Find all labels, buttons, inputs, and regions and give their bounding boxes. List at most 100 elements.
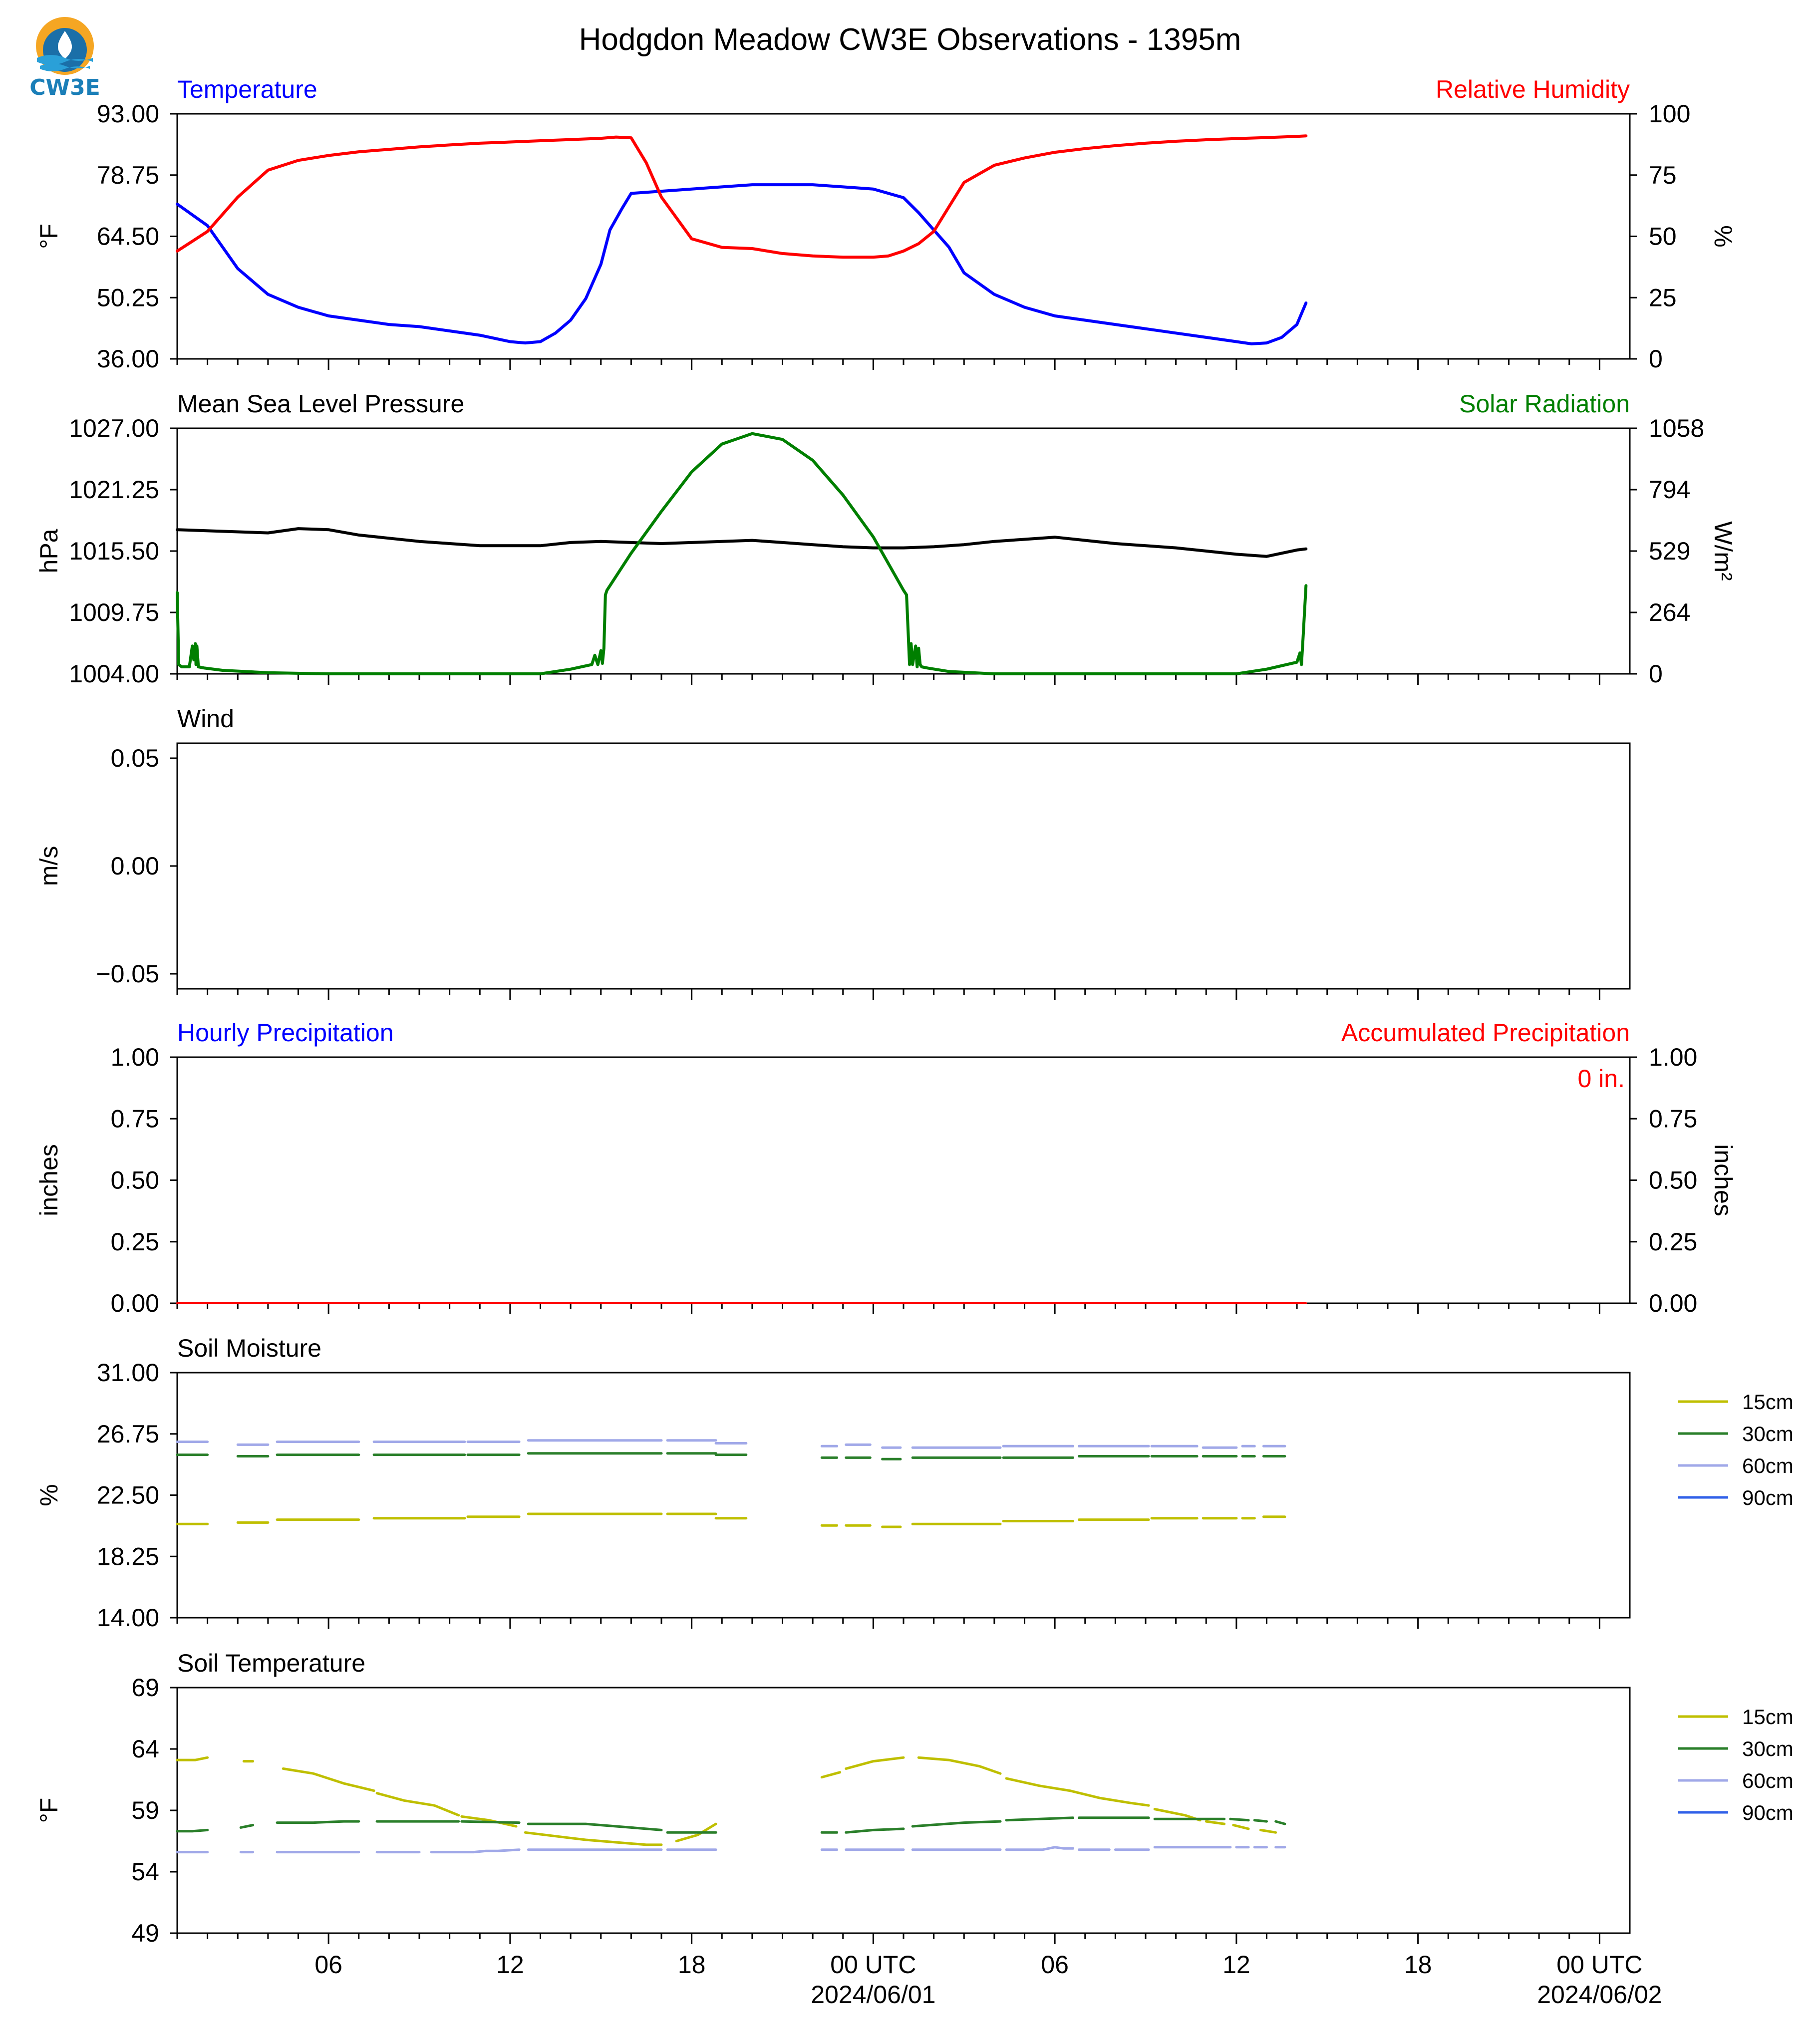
logo-text: CW3E — [29, 75, 100, 100]
y-tick-label-left: 93.00 — [97, 100, 159, 128]
cw3e-logo: CW3E — [29, 17, 100, 100]
soil-temp-line-15cm — [176, 1756, 209, 1761]
y-tick-label-right: 50 — [1649, 223, 1677, 251]
y-tick-label-right: 1.00 — [1649, 1043, 1697, 1071]
y-tick-label-right: 25 — [1649, 284, 1677, 311]
y-tick-label-left: 18.25 — [97, 1542, 159, 1570]
y-tick-label-right: 0.75 — [1649, 1105, 1697, 1133]
y-axis-label-left: m/s — [35, 846, 63, 886]
y-tick-label-left: 0.75 — [111, 1105, 159, 1133]
x-date-label: 2024/06/01 — [811, 1981, 935, 2009]
soil-temp-line-30cm — [239, 1824, 255, 1829]
legend: 15cm 30cm 60cm 90cm — [1678, 1390, 1794, 1509]
y-tick-label-right: 0 — [1649, 345, 1663, 373]
y-tick-label-right: 0.00 — [1649, 1289, 1697, 1317]
panel-title-left: Wind — [177, 705, 234, 733]
y-axis-label-left: inches — [35, 1144, 63, 1216]
soil-temp-line-15cm — [460, 1815, 518, 1828]
soil-temp-line-15cm — [1005, 1777, 1150, 1807]
y-tick-label-left: 1.00 — [111, 1043, 159, 1071]
legend-label-60cm: 60cm — [1742, 1769, 1794, 1792]
y-tick-label-left: 59 — [131, 1796, 159, 1824]
y-axis-label-right: W/m² — [1709, 521, 1737, 580]
soil-temp-line-30cm — [1005, 1816, 1074, 1822]
y-tick-label-left: 0.00 — [111, 1289, 159, 1317]
legend-label-60cm: 60cm — [1742, 1454, 1794, 1477]
y-tick-label-left: 54 — [131, 1858, 159, 1886]
panel-title-right: Accumulated Precipitation — [1341, 1019, 1630, 1047]
soil-temp-line-30cm — [460, 1820, 521, 1824]
y-tick-label-right: 264 — [1649, 598, 1690, 626]
panel-title-left: Soil Moisture — [177, 1334, 321, 1362]
accumulated-total-label: 0 in. — [1577, 1065, 1625, 1093]
soil-temp-line-15cm — [1232, 1824, 1250, 1830]
y-axis-label-right: inches — [1709, 1144, 1737, 1216]
x-tick-label: 18 — [1404, 1951, 1432, 1979]
soil-temp-line-15cm — [1205, 1820, 1226, 1825]
y-axis-label-left: °F — [35, 1798, 63, 1823]
soil-temp-line-30cm — [176, 1828, 209, 1833]
legend-label-15cm: 15cm — [1742, 1390, 1794, 1414]
y-tick-label-left: 1004.00 — [69, 660, 159, 688]
legend-label-30cm: 30cm — [1742, 1422, 1794, 1446]
soil-temp-line-30cm — [845, 1827, 905, 1834]
y-tick-label-left: 64 — [131, 1735, 159, 1763]
y-tick-label-left: 49 — [131, 1919, 159, 1947]
panel-title-left: Temperature — [177, 75, 317, 103]
series-line-temperature — [176, 183, 1308, 345]
y-tick-label-left: 50.25 — [97, 284, 159, 311]
soil-temp-line-15cm — [845, 1756, 905, 1770]
y-tick-label-left: 0.50 — [111, 1166, 159, 1194]
soil-temp-line-15cm — [375, 1792, 460, 1817]
y-tick-label-left: 0.25 — [111, 1228, 159, 1256]
series-line-mean-sea-level-pressure — [176, 527, 1308, 558]
soil-temp-line-30cm — [1274, 1820, 1286, 1825]
legend-label-90cm: 90cm — [1742, 1486, 1794, 1509]
panel-0: 93.00 78.75 64.50 50.25 36.00 100 75 50 25 0 Tempe… — [35, 75, 1737, 373]
y-tick-label-left: 36.00 — [97, 345, 159, 373]
y-tick-label-left: 1021.25 — [69, 476, 159, 504]
x-tick-label: 12 — [496, 1951, 524, 1979]
series-line-relative-humidity — [176, 134, 1308, 259]
y-tick-label-left: 31.00 — [97, 1359, 159, 1387]
y-tick-label-left: −0.05 — [96, 960, 159, 988]
y-tick-label-left: 1009.75 — [69, 598, 159, 626]
panel-1: 1027.00 1021.25 1015.50 1009.75 1004.00 1058 7… — [35, 390, 1737, 688]
soil-temp-line-15cm — [675, 1822, 717, 1842]
y-tick-label-right: 0 — [1649, 660, 1663, 688]
y-tick-label-right: 0.25 — [1649, 1228, 1697, 1256]
soil-temp-line-15cm — [282, 1767, 375, 1792]
soil-temp-line-60cm — [430, 1848, 521, 1854]
soil-temp-line-30cm — [1253, 1819, 1268, 1823]
legend: 15cm 30cm 60cm 90cm — [1678, 1705, 1794, 1824]
panel-5: 69 64 59 54 49 Soil Temperature °F 15cm 30cm 60cm… — [35, 1649, 1794, 2009]
y-tick-label-left: 0.00 — [111, 852, 159, 880]
y-tick-label-left: 0.05 — [111, 744, 159, 772]
panel-title-left: Mean Sea Level Pressure — [177, 390, 464, 418]
x-tick-label: 06 — [314, 1951, 342, 1979]
y-axis-label-left: % — [35, 1484, 63, 1506]
y-tick-label-left: 64.50 — [97, 223, 159, 251]
soil-temp-line-60cm — [1005, 1846, 1074, 1851]
x-date-label: 2024/06/02 — [1537, 1981, 1662, 2009]
y-tick-label-left: 1027.00 — [69, 414, 159, 442]
panel-2: 0.05 0.00 −0.05 Wind m/s — [35, 705, 1631, 1000]
soil-temp-line-30cm — [911, 1820, 1002, 1828]
soil-temp-line-30cm — [1229, 1817, 1250, 1822]
legend-label-30cm: 30cm — [1742, 1737, 1794, 1760]
y-tick-label-right: 0.50 — [1649, 1166, 1697, 1194]
y-axis-label-left: °F — [35, 224, 63, 249]
y-tick-label-left: 69 — [131, 1674, 159, 1702]
figure-title: Hodgdon Meadow CW3E Observations - 1395m — [579, 22, 1241, 57]
soil-temp-line-15cm — [1259, 1828, 1277, 1834]
legend-label-90cm: 90cm — [1742, 1801, 1794, 1824]
x-tick-label: 00 UTC — [1556, 1951, 1642, 1979]
panel-3: 1.00 0.75 0.50 0.25 0.00 1.00 0.75 0.50 0.25 0.00… — [35, 1019, 1737, 1317]
y-axis-label-right: % — [1709, 225, 1737, 247]
y-tick-label-right: 529 — [1649, 537, 1690, 565]
y-axis-label-left: hPa — [35, 529, 63, 573]
y-tick-label-right: 1058 — [1649, 414, 1704, 442]
soil-temp-line-15cm — [524, 1831, 663, 1846]
soil-temp-line-30cm — [527, 1822, 663, 1831]
